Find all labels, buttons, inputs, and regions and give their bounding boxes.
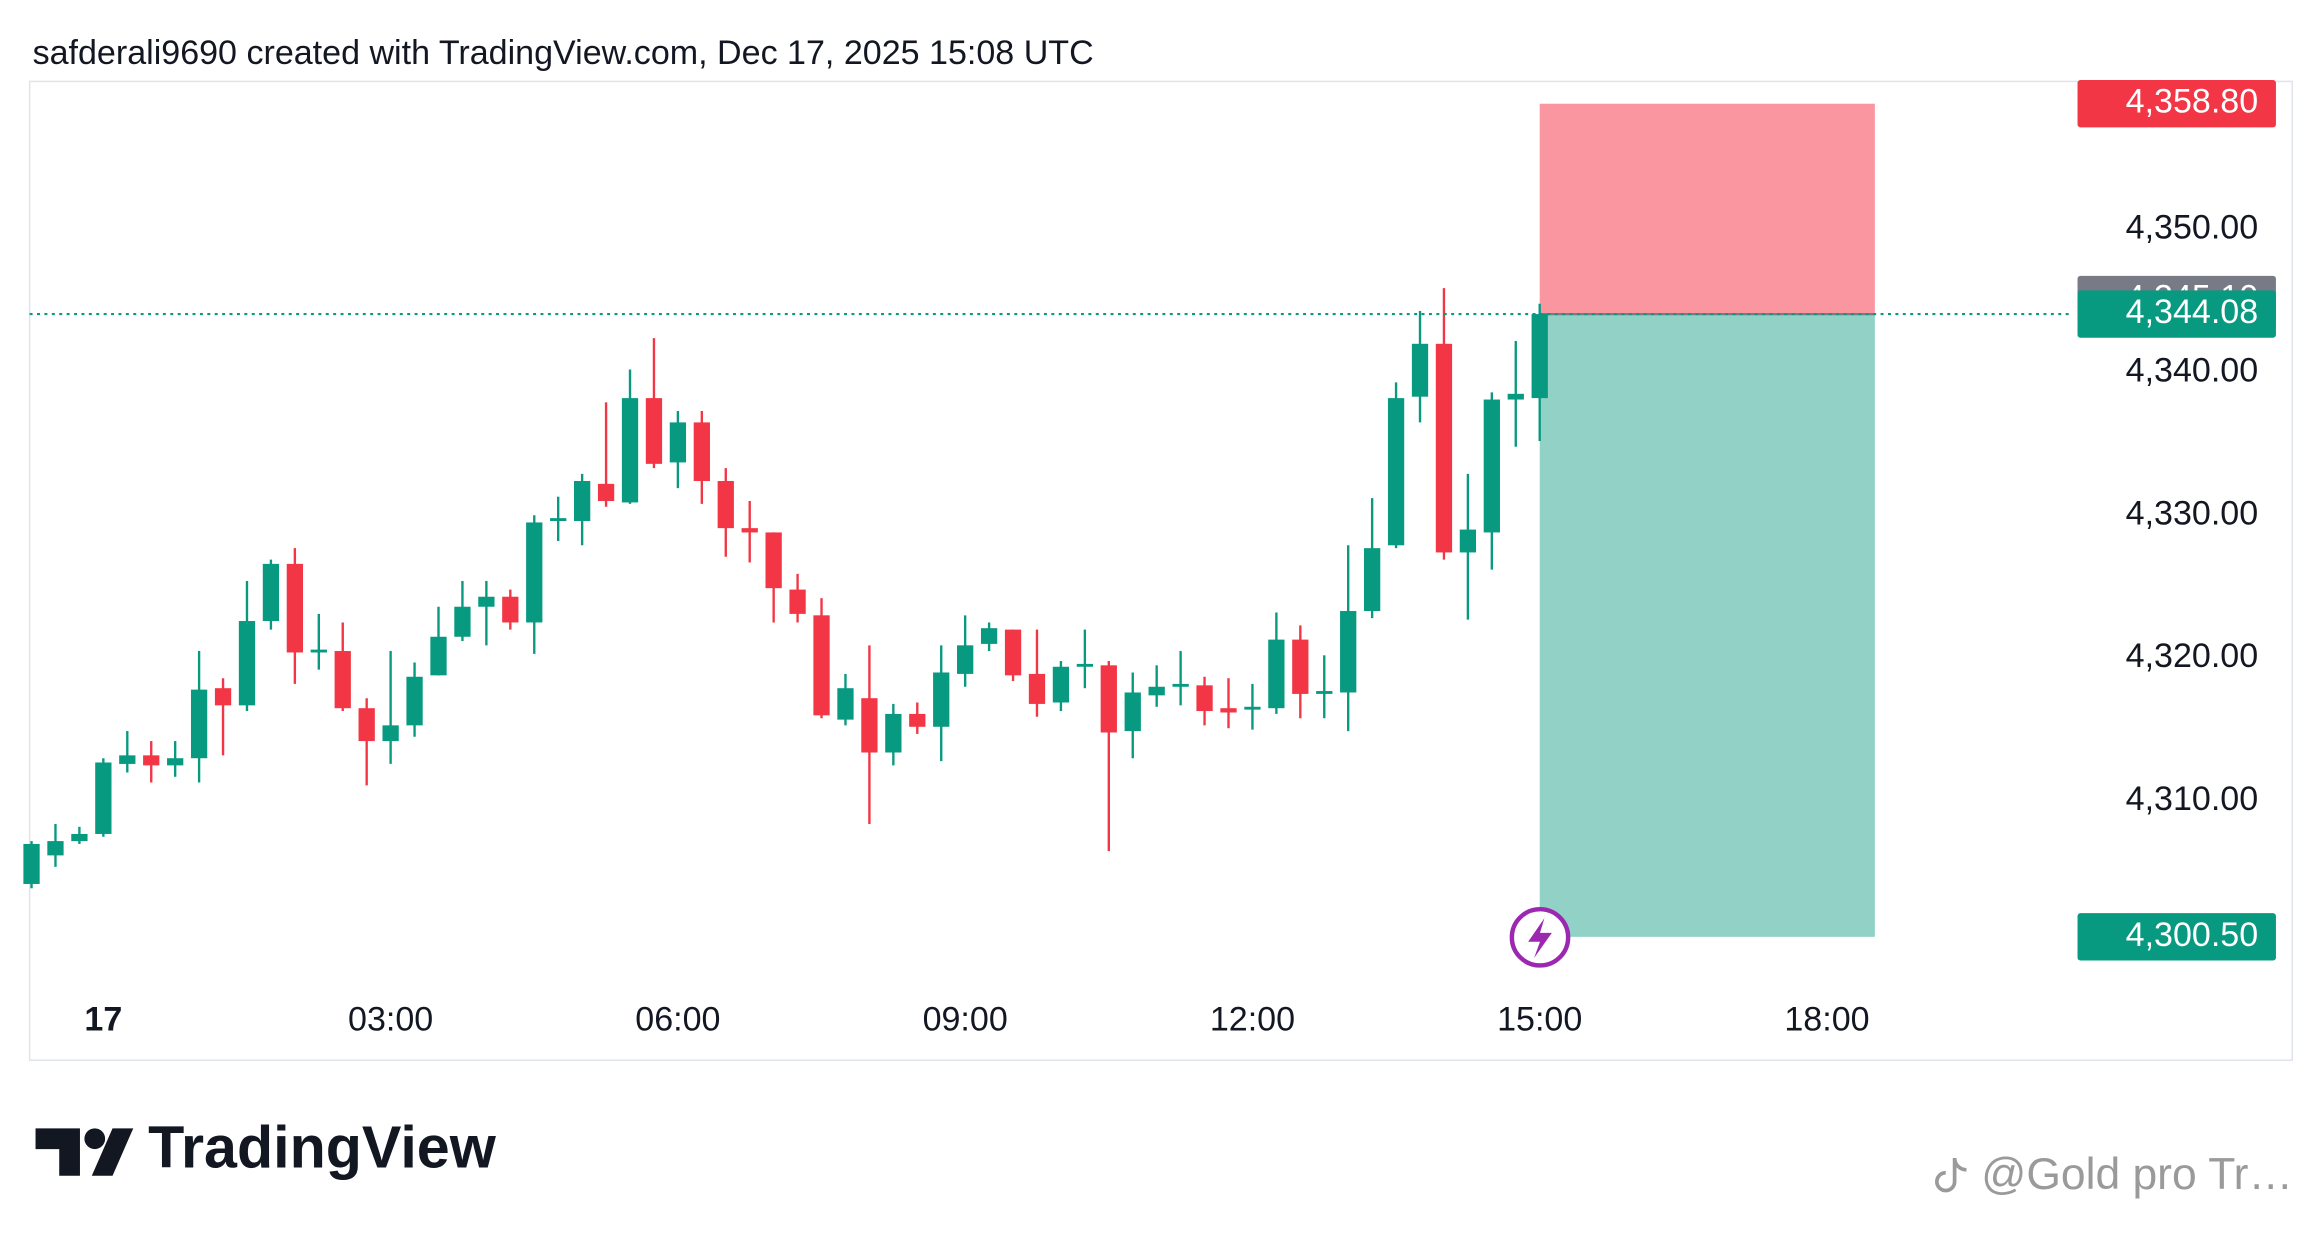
candle-body [95, 762, 112, 834]
candle-body [1220, 708, 1237, 713]
candle-body [1124, 692, 1141, 732]
price-label-box [2077, 290, 2276, 338]
candle-body [358, 708, 375, 742]
y-tick-label: 4,350.00 [2126, 208, 2259, 246]
candle-body [717, 480, 734, 529]
candle-body [23, 843, 40, 884]
candle-body [478, 596, 495, 607]
watermark-icon [1935, 1157, 1967, 1193]
candle-body [645, 398, 663, 464]
candle-body [334, 651, 351, 709]
candle-body [502, 596, 519, 623]
candle-body [430, 636, 447, 676]
candle-body [765, 532, 782, 589]
candle-body [238, 621, 256, 706]
candle-body [1052, 666, 1070, 703]
candle-body [1340, 611, 1357, 693]
candle-body [119, 755, 136, 764]
candle-body [1004, 629, 1022, 676]
stop-zone [1539, 103, 1875, 315]
target-zone [1539, 314, 1875, 937]
candle-body [933, 672, 950, 727]
candle-body [167, 758, 184, 766]
candle-body [1363, 548, 1381, 612]
x-tick-label: 03:00 [348, 1001, 433, 1039]
candle-body [789, 589, 806, 614]
candle-body [1196, 685, 1213, 712]
candle-body [693, 422, 710, 481]
candle-body [454, 606, 471, 637]
price-label: 4,344.08 [2126, 293, 2259, 331]
x-tick-label: 06:00 [635, 1001, 720, 1039]
candle-body [1387, 398, 1405, 546]
candle-body [190, 689, 208, 759]
x-tick-label: 12:00 [1210, 1001, 1295, 1039]
brand-logo [35, 1128, 134, 1176]
y-tick-label: 4,320.00 [2126, 637, 2259, 675]
candle-body [1292, 639, 1309, 694]
candle-body [1507, 393, 1524, 400]
candle-body [262, 563, 280, 622]
price-label-box [2077, 913, 2276, 961]
watermark: @Gold pro Tr… [1981, 1150, 2293, 1199]
candle-body [1459, 529, 1477, 553]
alert-icon [1509, 906, 1571, 968]
candle-body [597, 483, 615, 501]
candle-body [837, 688, 854, 720]
candle-body [310, 649, 327, 653]
y-tick-label: 4,310.00 [2126, 780, 2259, 818]
candle-body [573, 480, 591, 522]
candle-body [909, 713, 926, 727]
plot-area: 4,310.00 4,320.00 4,330.00 4,340.00 4,350.00… [23, 80, 2276, 1039]
candle-body [214, 688, 232, 706]
candle-body [1172, 683, 1189, 687]
candle-body [980, 628, 998, 644]
candle-body [1244, 706, 1261, 710]
candle-body [1483, 399, 1500, 533]
candle-body [1268, 639, 1285, 709]
candle-body [71, 833, 88, 842]
candle-body [143, 755, 160, 766]
candle-body [861, 698, 878, 753]
candle-body [1435, 343, 1453, 553]
y-tick-label: 4,330.00 [2126, 494, 2259, 532]
candle-body [1028, 673, 1046, 704]
candle-body [1531, 314, 1548, 399]
candle-body [286, 563, 304, 653]
x-tick-label: 18:00 [1784, 1001, 1869, 1039]
candle-body [382, 725, 399, 742]
y-tick-label: 4,340.00 [2126, 351, 2259, 389]
price-label: 4,300.50 [2126, 916, 2259, 954]
candle-body [621, 398, 639, 503]
price-label-box [2077, 80, 2276, 128]
candle-body [669, 422, 687, 463]
chart-title: safderali9690 created with TradingView.c… [33, 34, 1094, 72]
candle-body [1316, 691, 1333, 694]
candle-body [741, 528, 758, 533]
candle-body [47, 841, 64, 856]
candle-body [1148, 686, 1165, 696]
x-tick-label: 17 [84, 1001, 122, 1039]
candle-body [550, 518, 567, 522]
candle-body [1076, 663, 1094, 667]
x-tick-label: 09:00 [923, 1001, 1008, 1039]
candle-body [813, 615, 830, 716]
candle-body [1100, 665, 1117, 733]
chart-frame [28, 80, 2293, 1061]
x-tick-label: 15:00 [1497, 1001, 1582, 1039]
brand-name: TradingView [148, 1114, 497, 1181]
price-label: 4,358.80 [2126, 83, 2259, 121]
candle-body [957, 645, 974, 674]
candle-body [1411, 343, 1429, 397]
candle-body [885, 713, 902, 753]
candle-body [406, 676, 423, 726]
candle-body [526, 522, 543, 623]
